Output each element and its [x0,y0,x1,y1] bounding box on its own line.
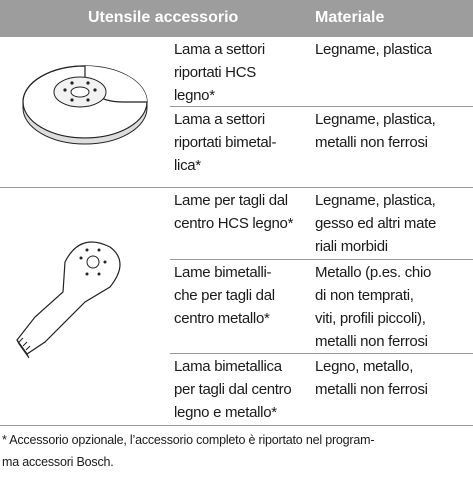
text-line: lica* [174,157,201,174]
row-separator [170,106,473,107]
plunge-blade-icon [16,241,121,359]
accessory-cell: Lama a settori riportati HCS legno* [174,38,265,107]
text-line: viti, profili piccoli), [315,310,426,327]
table-header: Utensile accessorio Materiale [0,0,473,37]
text-line: metalli non ferrosi [315,381,428,398]
material-cell: Legno, metallo, metalli non ferrosi [315,355,428,401]
accessory-cell: Lama bimetallica per tagli dal centro legn… [174,355,292,424]
accessory-cell: Lame bimetalli-che per tagli dal centro m… [174,261,275,330]
text-line: riportati HCS [174,64,256,81]
row-separator [0,425,473,426]
text-line: Legno, metallo, [315,358,414,375]
row-separator [0,187,473,188]
text-line: legno* [174,87,215,104]
text-line: ma accessori Bosch. [2,455,114,469]
text-line: Lame bimetalli- [174,264,272,281]
text-line: Legname, plastica [315,41,432,58]
text-line: * Accessorio opzionale, l’accessorio com… [2,433,375,447]
text-line: di non temprati, [315,287,414,304]
accessory-cell: Lama a settori riportati bimetal-lica* [174,108,276,177]
material-cell: Legname, plastica, metalli non ferrosi [315,108,436,154]
text-line: centro HCS legno* [174,215,294,232]
material-cell: Legname, plastica, gesso ed altri mate ria… [315,189,436,258]
row-separator [170,353,473,354]
text-line: riali morbidi [315,238,388,255]
header-material: Materiale [315,9,385,26]
text-line: metalli non ferrosi [315,333,428,350]
text-line: centro metallo* [174,310,270,327]
footnote: * Accessorio opzionale, l’accessorio com… [2,429,375,473]
segment-blade-icon [22,65,148,145]
text-line: Legname, plastica, [315,192,436,209]
material-cell: Metallo (p.es. chio di non temprati, viti,… [315,261,431,353]
text-line: Lama bimetallica [174,358,282,375]
text-line: Lame per tagli dal [174,192,288,209]
text-line: Legname, plastica, [315,111,436,128]
text-line: Lama a settori [174,111,265,128]
text-line: per tagli dal centro [174,381,292,398]
text-line: Lama a settori [174,41,265,58]
material-cell: Legname, plastica [315,38,432,61]
accessory-cell: Lame per tagli dal centro HCS legno* [174,189,293,235]
text-line: legno e metallo* [174,404,277,421]
text-line: Metallo (p.es. chio [315,264,432,281]
text-line: gesso ed altri mate [315,215,437,232]
text-line: metalli non ferrosi [315,134,428,151]
text-line: riportati bimetal- [174,134,277,151]
row-separator [170,259,473,260]
header-accessory: Utensile accessorio [88,9,239,26]
text-line: che per tagli dal [174,287,275,304]
